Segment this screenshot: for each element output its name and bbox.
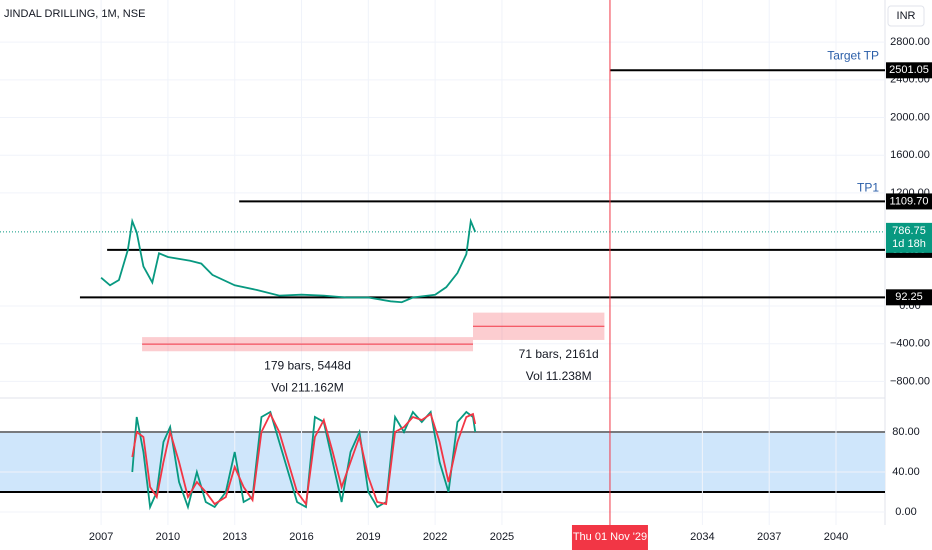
last-price-box <box>886 222 932 253</box>
y-tick-label: 40.00 <box>892 466 920 478</box>
last-price-label: 786.75 <box>892 225 926 237</box>
y-tick-label: 0.00 <box>895 506 916 518</box>
level-label-box <box>886 289 932 306</box>
stoch-line <box>131 410 477 511</box>
x-tick-label: 2034 <box>690 531 714 543</box>
countdown: 1d 18h <box>892 238 926 250</box>
level-label-box <box>886 62 932 79</box>
y-tick-label: 1600.00 <box>890 149 930 161</box>
x-tick-label: 2025 <box>490 531 514 543</box>
date-marker-box <box>571 525 648 550</box>
y-tick-label: −800.00 <box>890 375 930 387</box>
range-bars: 71 bars, 2161d <box>519 347 599 361</box>
annotation: TP1 <box>857 180 879 194</box>
level-label: 92.25 <box>895 291 923 303</box>
x-tick-label: 2007 <box>89 531 113 543</box>
currency-box[interactable] <box>887 5 925 27</box>
x-tick-label: 2019 <box>356 531 380 543</box>
stoch-line <box>131 411 477 507</box>
y-tick-label: 2000.00 <box>890 111 930 123</box>
y-tick-label: −400.00 <box>890 338 930 350</box>
chart-title: JINDAL DRILLING, 1M, NSE <box>4 8 145 20</box>
range-vol: Vol 211.162M <box>271 380 344 394</box>
range-vol: Vol 11.238M <box>526 369 592 383</box>
x-tick-label: 2016 <box>289 531 313 543</box>
x-tick-label: 2010 <box>156 531 180 543</box>
x-tick-label: 2013 <box>222 531 246 543</box>
level-label: 1109.70 <box>890 195 929 207</box>
annotation: Target TP <box>827 48 879 62</box>
x-tick-label: 2040 <box>824 531 848 543</box>
x-tick-label: 2022 <box>423 531 447 543</box>
price-line <box>100 217 477 304</box>
y-tick-label: 2800.00 <box>890 36 930 48</box>
date-marker-label: Thu 01 Nov '29 <box>573 531 647 543</box>
x-tick-label: 2037 <box>757 531 781 543</box>
range-bars: 179 bars, 5448d <box>264 358 351 372</box>
level-label-box <box>886 193 932 210</box>
y-tick-label: 80.00 <box>892 426 920 438</box>
level-label: 2501.05 <box>889 64 929 76</box>
currency[interactable]: INR <box>897 10 916 22</box>
